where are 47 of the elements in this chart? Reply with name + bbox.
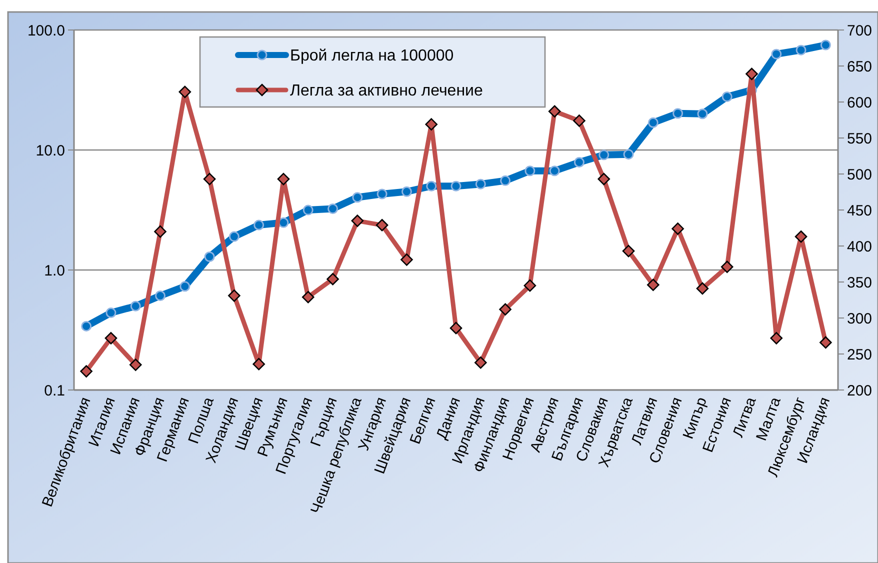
point	[524, 166, 536, 176]
point	[426, 180, 437, 192]
point	[820, 40, 831, 50]
point	[328, 203, 338, 214]
point	[672, 108, 684, 119]
point	[771, 48, 782, 60]
y2-tick-label: 700	[847, 22, 872, 40]
y2-tick-label: 450	[847, 202, 872, 220]
y2-tick-label: 600	[847, 94, 872, 112]
point	[352, 192, 363, 203]
point	[450, 180, 462, 192]
y2-tick-label: 500	[847, 166, 872, 184]
point	[500, 175, 511, 186]
point	[278, 217, 289, 228]
y-tick-label: 100.0	[27, 22, 65, 40]
point	[697, 108, 708, 120]
y-tick-label: 1.0	[44, 262, 65, 280]
point	[549, 166, 560, 176]
point	[228, 231, 240, 242]
y2-tick-label: 250	[847, 346, 872, 364]
point	[180, 281, 190, 292]
point	[376, 188, 388, 200]
point	[648, 117, 658, 128]
point	[106, 308, 116, 318]
point	[796, 44, 806, 56]
point	[155, 290, 166, 302]
y2-tick-label: 400	[847, 238, 872, 256]
legend-label: Легла за активно лечение	[290, 82, 483, 100]
y2-tick-label: 350	[847, 274, 872, 292]
y2-tick-label: 550	[847, 130, 872, 148]
point	[130, 300, 141, 312]
point	[623, 149, 634, 160]
point	[598, 150, 610, 160]
point	[204, 251, 215, 262]
legend-label: Брой легла на 100000	[290, 48, 454, 65]
point	[302, 204, 314, 216]
point	[254, 220, 264, 230]
point	[722, 91, 732, 102]
y2-tick-label: 300	[847, 310, 872, 328]
point	[574, 157, 584, 168]
point	[475, 178, 486, 190]
point	[401, 186, 412, 197]
y2-tick-label: 200	[847, 382, 872, 400]
y2-tick-label: 650	[847, 58, 872, 76]
y-tick-label: 10.0	[36, 142, 65, 160]
point	[81, 320, 92, 332]
y-tick-label: 0.1	[44, 382, 65, 400]
